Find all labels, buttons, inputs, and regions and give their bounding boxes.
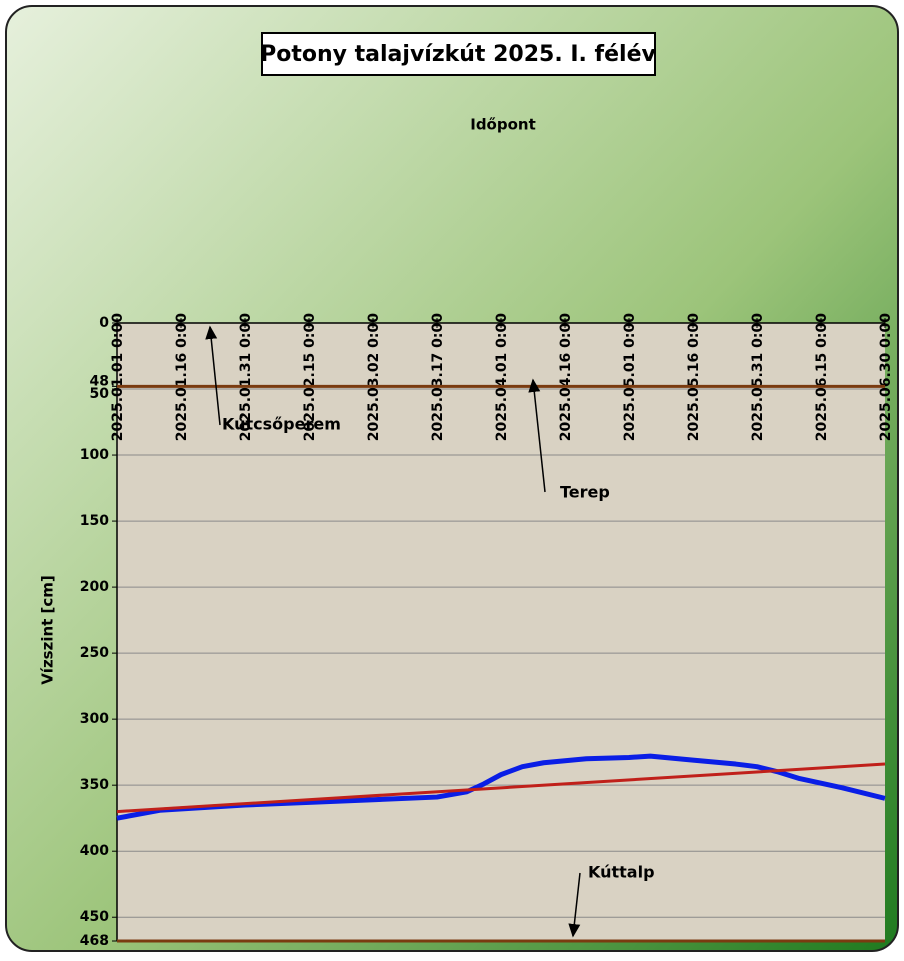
plot-area [117,323,885,941]
chart-title: Potony talajvízkút 2025. I. félév [260,42,656,67]
y-tick-label: 150 [80,513,109,529]
y-tick-label: 48 [90,373,109,389]
y-tick-label: 350 [80,777,109,793]
x-tick-label: 2025.04.16 0:00 [558,313,574,442]
x-tick-label: 2025.05.16 0:00 [686,313,702,442]
x-axis-label: Időpont [470,116,536,134]
y-tick-label: 250 [80,645,109,661]
y-tick-label: 200 [80,579,109,595]
x-tick-label: 2025.06.30 0:00 [878,313,894,442]
title-box [261,32,656,76]
y-tick-label: 0 [99,315,109,331]
x-tick-label: 2025.01.31 0:00 [238,313,254,442]
x-tick-label: 2025.04.01 0:00 [494,313,510,442]
y-tick-label: 468 [80,933,109,949]
x-tick-label: 2025.03.02 0:00 [366,313,382,442]
y-axis-label: Vízszint [cm] [39,575,57,685]
annotation: Terep [560,483,610,502]
y-tick-label: 50 [90,386,110,402]
annotation-arrow [528,378,546,493]
series-line [116,762,886,814]
y-tick-label: 100 [80,447,109,463]
x-tick-label: 2025.06.15 0:00 [814,313,830,442]
y-tick-label: 450 [80,909,109,925]
x-tick-label: 2025.01.01 0:00 [110,313,126,442]
x-tick-label: 2025.05.31 0:00 [750,313,766,442]
y-tick-label: 300 [80,711,109,727]
x-tick-label: 2025.01.16 0:00 [174,313,190,442]
x-tick-label: 2025.05.01 0:00 [622,313,638,442]
annotation: Kúttalp [588,863,655,882]
annotation: Kútcsőperem [222,415,341,434]
annotation-arrow [568,872,581,938]
x-tick-label: 2025.02.15 0:00 [302,313,318,442]
y-tick-label: 400 [80,843,109,859]
annotation-arrow [205,325,221,426]
series-line [116,753,886,821]
x-tick-label: 2025.03.17 0:00 [430,313,446,442]
